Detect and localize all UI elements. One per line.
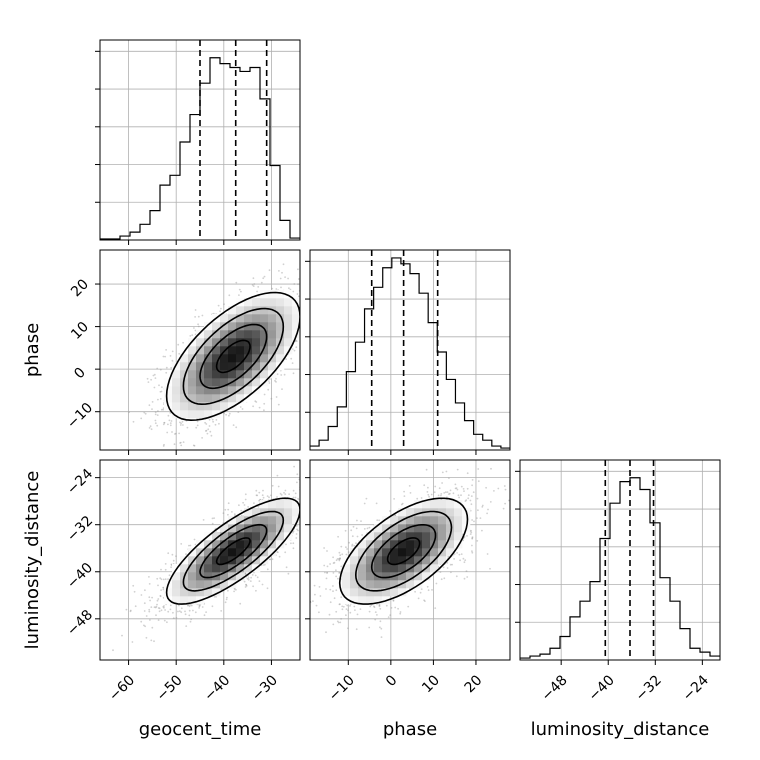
- contour-phase-vs-geocent_time-1: [199, 323, 268, 390]
- scatter-luminosity_distance-vs-phase: [305, 460, 510, 665]
- xtick-label-geocent_time: −60: [106, 672, 138, 704]
- xtick-label-luminosity_distance: −40: [586, 672, 618, 704]
- xtick-label-luminosity_distance: −48: [539, 672, 571, 704]
- contour-luminosity_distance-vs-phase-1: [370, 524, 437, 579]
- xtick-label-geocent_time: −30: [249, 672, 281, 704]
- contours-luminosity_distance-vs-geocent_time: [165, 497, 300, 605]
- xtick-label-phase: 10: [419, 672, 443, 696]
- xlabel-geocent_time: geocent_time: [139, 719, 262, 740]
- density-luminosity_distance-vs-phase: [334, 500, 471, 605]
- scatter-luminosity_distance-vs-geocent_time: [95, 460, 300, 665]
- ytick-label-luminosity_distance: −48: [64, 607, 96, 639]
- contour-luminosity_distance-vs-phase-0: [386, 537, 421, 566]
- xtick-label-phase: 20: [462, 672, 486, 696]
- histogram-step-phase: [310, 257, 510, 449]
- xtick-label-phase: −10: [326, 672, 358, 704]
- contour-luminosity_distance-vs-phase-2: [354, 510, 453, 592]
- xlabel-luminosity_distance: luminosity_distance: [531, 719, 710, 740]
- scatter-luminosity_distance-vs-geocent_time-frame: [99, 459, 301, 661]
- xlabel-phase: phase: [383, 719, 437, 740]
- ytick-label-luminosity_distance: −32: [64, 513, 96, 545]
- scatter-luminosity_distance-vs-phase-frame: [309, 459, 511, 661]
- histogram-step-luminosity_distance: [520, 477, 720, 659]
- contour-luminosity_distance-vs-phase-3: [338, 497, 469, 605]
- ytick-label-phase: 0: [71, 365, 89, 383]
- contour-phase-vs-geocent_time-3: [165, 291, 300, 422]
- contour-phase-vs-geocent_time-0: [215, 339, 251, 374]
- histogram-geocent_time-frame: [99, 39, 301, 241]
- xtick-label-geocent_time: −50: [154, 672, 186, 704]
- ylabel-luminosity_distance: luminosity_distance: [22, 471, 43, 650]
- contours-luminosity_distance-vs-phase: [338, 497, 469, 605]
- histogram-luminosity_distance-frame: [519, 459, 721, 661]
- ytick-label-luminosity_distance: −40: [64, 560, 96, 592]
- ylabel-phase: phase: [22, 323, 43, 377]
- contour-luminosity_distance-vs-geocent_time-2: [182, 510, 285, 592]
- ytick-label-phase: 10: [68, 319, 92, 343]
- histogram-geocent_time: [95, 40, 300, 245]
- xtick-label-phase: 0: [383, 672, 401, 690]
- ytick-label-phase: −10: [64, 400, 96, 432]
- contour-phase-vs-geocent_time-2: [182, 307, 285, 406]
- density-phase-vs-geocent_time: [164, 290, 300, 427]
- scatter-phase-vs-geocent_time: [95, 250, 300, 455]
- xtick-label-luminosity_distance: −24: [680, 672, 712, 704]
- xtick-label-geocent_time: −40: [201, 672, 233, 704]
- histogram-phase: [305, 250, 510, 455]
- ytick-label-luminosity_distance: −24: [64, 466, 96, 498]
- histogram-phase-frame: [309, 249, 511, 451]
- contours-phase-vs-geocent_time: [165, 291, 300, 422]
- ytick-label-phase: 20: [68, 276, 92, 300]
- contour-luminosity_distance-vs-geocent_time-3: [165, 497, 300, 605]
- contour-luminosity_distance-vs-geocent_time-0: [215, 537, 251, 566]
- scatter-phase-vs-geocent_time-frame: [99, 249, 301, 451]
- contour-luminosity_distance-vs-geocent_time-1: [199, 523, 268, 579]
- density-luminosity_distance-vs-geocent_time: [164, 500, 300, 605]
- histogram-luminosity_distance: [515, 460, 720, 665]
- xtick-label-luminosity_distance: −32: [633, 672, 665, 704]
